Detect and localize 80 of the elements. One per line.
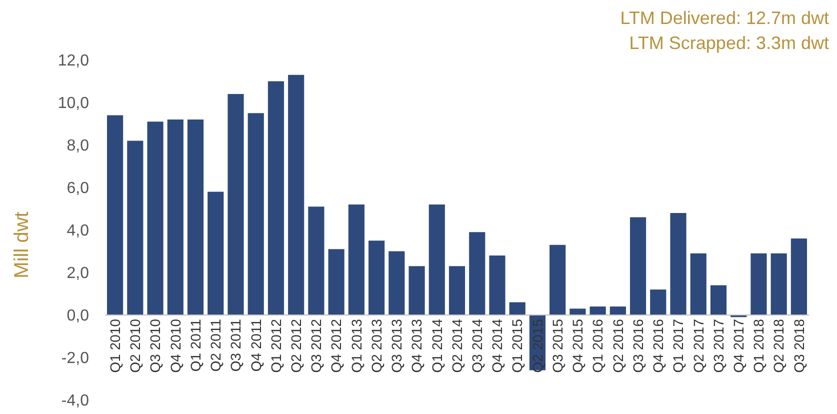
bar bbox=[590, 306, 606, 315]
x-tick-label: Q3 2011 bbox=[228, 318, 244, 372]
x-tick-label: Q1 2010 bbox=[106, 318, 123, 373]
x-tick-label: Q1 2014 bbox=[428, 318, 445, 373]
bar bbox=[469, 232, 486, 315]
x-tick-label: Q1 2016 bbox=[590, 318, 606, 373]
x-tick-label: Q2 2014 bbox=[448, 318, 465, 373]
x-tick-label: Q3 2017 bbox=[710, 318, 726, 373]
x-tick-label: Q3 2016 bbox=[630, 318, 646, 373]
x-tick-label: Q2 2018 bbox=[770, 318, 787, 373]
bar bbox=[489, 256, 506, 315]
x-tick-label: Q3 2018 bbox=[790, 318, 807, 373]
bar bbox=[550, 244, 566, 315]
bar bbox=[388, 251, 405, 315]
y-tick-label: 12,0 bbox=[58, 52, 90, 70]
bar bbox=[248, 113, 264, 315]
x-tick-label: Q2 2017 bbox=[690, 318, 706, 373]
x-tick-label: Q3 2015 bbox=[549, 318, 566, 373]
x-tick-label: Q1 2011 bbox=[187, 318, 204, 372]
bar bbox=[107, 115, 124, 315]
x-tick-label: Q4 2010 bbox=[167, 318, 184, 373]
bar bbox=[750, 253, 767, 315]
x-tick-label: Q4 2017 bbox=[730, 318, 746, 373]
y-tick-label: 0,0 bbox=[66, 308, 90, 325]
bar bbox=[650, 290, 666, 315]
x-tick-label: Q2 2010 bbox=[127, 318, 144, 373]
x-tick-label: Q2 2011 bbox=[208, 318, 224, 372]
x-tick-label: Q1 2013 bbox=[348, 318, 364, 373]
bar bbox=[790, 238, 807, 315]
y-tick-label: -2,0 bbox=[61, 350, 90, 368]
bar bbox=[308, 206, 324, 315]
bar bbox=[670, 213, 686, 315]
x-tick-label: Q4 2013 bbox=[408, 318, 425, 373]
text: LTM Scrapped: 3.3m dwt bbox=[629, 33, 829, 53]
y-tick-label: 2,0 bbox=[66, 265, 90, 282]
bar bbox=[208, 192, 224, 315]
bar bbox=[570, 308, 586, 315]
bar bbox=[328, 249, 344, 315]
x-tick-label: Q2 2012 bbox=[288, 318, 304, 373]
bar bbox=[288, 74, 304, 315]
y-tick-label: 4,0 bbox=[66, 222, 90, 240]
bar bbox=[368, 240, 385, 315]
bar bbox=[408, 266, 425, 315]
y-tick-label: 10,0 bbox=[58, 95, 90, 112]
bar bbox=[167, 120, 184, 315]
y-tick-label: 6,0 bbox=[66, 180, 90, 198]
x-tick-label: Q3 2013 bbox=[388, 318, 405, 373]
x-tick-label: Q4 2012 bbox=[328, 318, 344, 373]
bar bbox=[228, 94, 244, 315]
x-tick-label: Q3 2012 bbox=[308, 318, 324, 373]
x-tick-label: Q1 2017 bbox=[670, 318, 686, 373]
bar bbox=[710, 285, 727, 315]
bar bbox=[268, 81, 284, 315]
x-tick-label: Q4 2014 bbox=[489, 318, 506, 373]
x-tick-label: Q2 2015 bbox=[529, 318, 546, 373]
x-tick-label: Q3 2014 bbox=[469, 318, 486, 373]
bar bbox=[448, 266, 466, 315]
x-tick-label: Q4 2011 bbox=[248, 318, 264, 372]
x-tick-label: Q2 2016 bbox=[610, 318, 626, 373]
x-tick-label: Q4 2016 bbox=[650, 318, 666, 373]
x-tick-label: Q3 2010 bbox=[147, 318, 164, 373]
bar bbox=[630, 217, 646, 315]
bar bbox=[187, 120, 204, 315]
bar bbox=[348, 204, 364, 315]
bar bbox=[509, 302, 526, 315]
x-tick-label: Q1 2018 bbox=[750, 318, 767, 373]
bar bbox=[770, 253, 787, 315]
text: LTM Delivered: 12.7m dwt bbox=[620, 8, 829, 28]
bar bbox=[610, 306, 626, 315]
x-tick-label: Q2 2013 bbox=[368, 318, 384, 373]
bar bbox=[147, 122, 164, 315]
x-tick-label: Q1 2015 bbox=[509, 318, 526, 373]
x-tick-label: Q1 2012 bbox=[268, 318, 284, 373]
bar bbox=[690, 253, 706, 315]
y-axis-title: Mill dwt bbox=[11, 211, 33, 278]
y-tick-label: -4,0 bbox=[61, 392, 90, 410]
y-tick-label: 8,0 bbox=[66, 138, 90, 155]
bar bbox=[127, 140, 144, 315]
x-tick-label: Q4 2015 bbox=[570, 318, 586, 373]
bar bbox=[428, 204, 445, 315]
